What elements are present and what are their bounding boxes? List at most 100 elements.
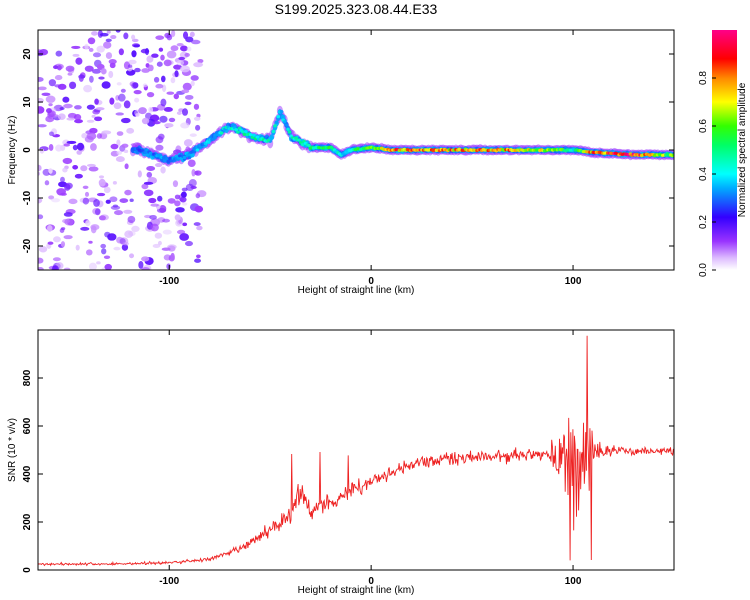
spectrogram-blob	[158, 133, 165, 140]
spectrogram-blob	[59, 106, 65, 111]
spectrogram-blob	[63, 235, 73, 240]
spectrogram-ridge-cell	[192, 150, 197, 154]
spectrogram-x-tick-label: 100	[565, 276, 582, 287]
spectrogram-blob	[44, 180, 50, 186]
spectrogram-blob	[38, 106, 45, 114]
spectrogram-blob	[55, 144, 63, 152]
spectrogram-blob	[129, 253, 135, 259]
spectrogram-blob	[160, 166, 166, 174]
spectrogram-blob	[193, 116, 201, 121]
spectrogram-blob	[45, 95, 56, 103]
spectrogram-blob	[141, 68, 150, 73]
spectrogram-y-tick-label: 0	[22, 147, 33, 153]
spectrogram-blob	[41, 92, 51, 96]
spectrogram-blob	[85, 220, 91, 227]
colorbar: 0.0 0.2 0.4 0.6 0.8 Normalized spectral ampl…	[698, 30, 748, 277]
spectrogram-blob	[76, 150, 82, 155]
spectrogram-blob	[124, 189, 132, 196]
spectrogram-blob	[63, 267, 71, 270]
spectrogram-blob	[118, 93, 126, 102]
spectrogram-blob	[164, 32, 172, 39]
spectrogram-blob	[48, 195, 55, 200]
spectrogram-blob	[46, 225, 53, 232]
spectrogram-blob	[163, 107, 173, 112]
spectrogram-blob	[74, 173, 83, 179]
spectrogram-blob	[154, 232, 163, 239]
spectrogram-blob	[152, 120, 161, 125]
spectrogram-blob	[85, 249, 93, 256]
spectrogram-ridge-cell	[249, 133, 253, 137]
spectrogram-blob	[62, 96, 70, 103]
spectrogram-blob	[56, 188, 66, 196]
spectrogram-blobs	[38, 30, 674, 270]
spectrogram-blob	[190, 80, 195, 87]
spectrogram-blob	[163, 59, 172, 67]
spectrogram-blob	[127, 215, 136, 224]
spectrogram-blob	[176, 43, 184, 47]
spectrogram-blob	[176, 229, 186, 235]
spectrogram-blob	[185, 183, 194, 192]
spectrogram-blob	[160, 75, 166, 83]
spectrogram-blob	[133, 44, 140, 48]
spectrogram-blob	[96, 133, 102, 139]
spectrogram-blob	[81, 133, 88, 139]
spectrogram-blob	[184, 240, 194, 247]
spectrogram-blob	[121, 243, 129, 251]
spectrogram-blob	[121, 143, 129, 148]
spectrogram-ridge-cell	[169, 158, 174, 163]
spectrogram-blob	[62, 167, 68, 173]
spectrogram-blob	[71, 45, 81, 49]
spectrogram-blob	[193, 62, 204, 68]
spectrogram-blob	[38, 246, 48, 253]
spectrogram-blob	[180, 122, 190, 129]
spectrogram-blob	[91, 114, 96, 118]
spectrogram-blob	[176, 60, 185, 66]
colorbar-tick-label: 0.2	[698, 215, 709, 229]
spectrogram-y-label: Frequency (Hz)	[7, 116, 18, 185]
spectrogram-ridge-cell	[177, 154, 182, 158]
spectrogram-blob	[68, 198, 78, 205]
spectrogram-blob	[88, 166, 99, 172]
spectrogram-blob	[137, 170, 142, 178]
spectrogram-blob	[60, 241, 66, 248]
spectrogram-blob	[98, 76, 105, 80]
spectrogram-blob	[94, 116, 103, 122]
spectrogram-blob	[88, 262, 97, 270]
spectrogram-blob	[66, 117, 75, 121]
spectrogram-blob	[116, 82, 122, 86]
spectrogram-blob	[65, 65, 75, 72]
spectrogram-blob	[193, 222, 201, 226]
spectrogram-blob	[100, 243, 107, 249]
spectrogram-blob	[116, 139, 121, 147]
spectrogram-blob	[95, 107, 105, 111]
spectrogram-blob	[115, 112, 124, 116]
spectrogram-blob	[161, 247, 171, 251]
spectrogram-x-ticks: -100 0 100	[159, 30, 582, 287]
spectrogram-y-tick-label: -10	[22, 190, 33, 205]
spectrogram-blob	[98, 215, 106, 221]
spectrogram-blob	[76, 142, 85, 151]
spectrogram-blob	[135, 113, 140, 117]
spectrogram-ridge-cell	[242, 132, 247, 136]
spectrogram-blob	[101, 130, 112, 135]
spectrogram-blob	[101, 248, 107, 255]
spectrogram-ridge-cell	[270, 136, 274, 140]
spectrogram-blob	[80, 165, 88, 172]
spectrogram-blob	[82, 185, 89, 189]
spectrogram-blob	[181, 89, 190, 94]
spectrogram-blob	[143, 189, 154, 197]
spectrogram-blob	[84, 43, 89, 50]
spectrogram-blob	[48, 144, 54, 151]
spectrogram-blob	[78, 73, 84, 82]
spectrogram-blob	[48, 79, 57, 87]
spectrogram-blob	[116, 150, 123, 155]
spectrogram-blob	[174, 194, 181, 200]
snr-x-tick-label: 0	[368, 576, 374, 587]
spectrogram-blob	[75, 57, 83, 65]
spectrogram-blob	[180, 191, 187, 198]
spectrogram-x-label: Height of straight line (km)	[298, 285, 415, 296]
spectrogram-blob	[38, 164, 42, 172]
spectrogram-blob	[90, 224, 100, 231]
